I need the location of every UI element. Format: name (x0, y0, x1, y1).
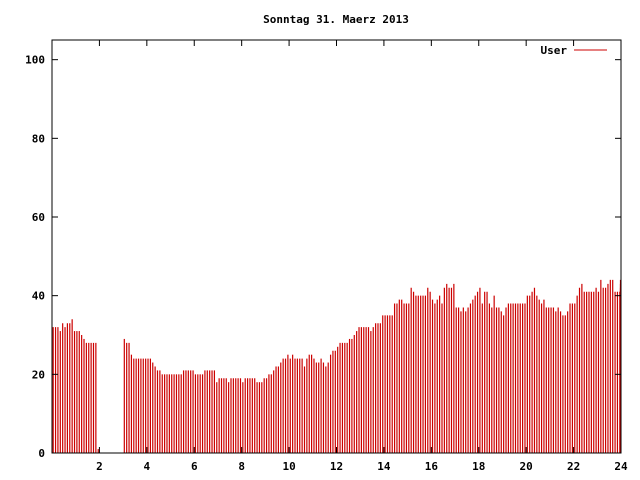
plot-frame (51, 39, 622, 454)
y-tick-label: 40 (32, 290, 45, 303)
legend-label-user: User (541, 44, 568, 57)
x-tick-label: 20 (520, 460, 533, 473)
chart-title: Sonntag 31. Maerz 2013 (263, 13, 409, 26)
legend: User (541, 44, 607, 57)
y-tick-label: 20 (32, 368, 45, 381)
x-tick-label: 24 (614, 460, 628, 473)
x-tick-label: 2 (96, 460, 103, 473)
x-tick-label: 16 (425, 460, 439, 473)
x-tick-label: 6 (191, 460, 198, 473)
x-tick-label: 18 (472, 460, 485, 473)
x-tick-label: 4 (144, 460, 151, 473)
x-tick-label: 14 (377, 460, 391, 473)
y-tick-label: 0 (38, 447, 45, 460)
y-tick-label: 100 (25, 54, 45, 67)
x-tick-label: 8 (238, 460, 245, 473)
bar-series-user (52, 279, 622, 453)
x-tick-label: 12 (330, 460, 343, 473)
y-tick-label: 60 (32, 211, 45, 224)
x-tick-label: 10 (282, 460, 295, 473)
x-tick-label: 22 (567, 460, 580, 473)
y-tick-label: 80 (32, 132, 45, 145)
